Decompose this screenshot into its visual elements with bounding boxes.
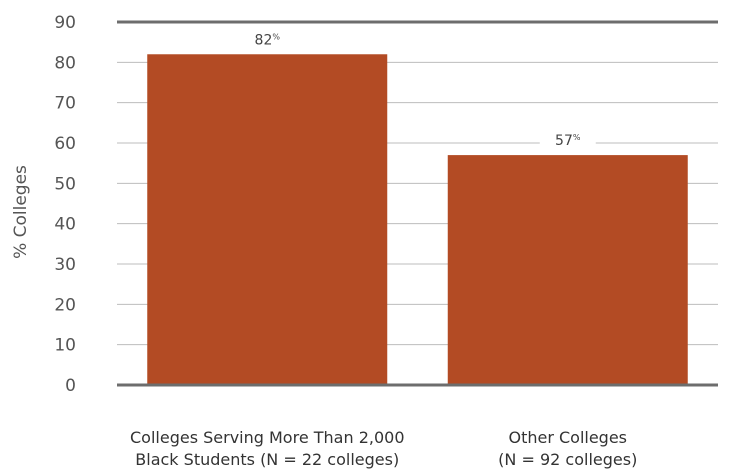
y-tick-label: 10 — [54, 336, 76, 356]
data-label-unit: % — [573, 133, 581, 142]
y-tick-label: 50 — [54, 174, 76, 194]
data-label-background — [239, 29, 296, 50]
y-tick-label: 0 — [65, 376, 76, 396]
y-tick-label: 90 — [54, 13, 76, 33]
data-label-value: 82 — [255, 32, 273, 48]
x-axis: Colleges Serving More Than 2,000 Black St… — [117, 383, 718, 469]
bars — [147, 54, 688, 386]
bar — [147, 54, 388, 386]
x-category-label: Other Colleges — [508, 428, 627, 447]
y-tick-label: 60 — [54, 134, 76, 154]
y-tick-label: 80 — [54, 53, 76, 73]
y-axis-title: % Colleges — [11, 165, 31, 259]
data-labels: 82%57% — [239, 29, 596, 151]
y-tick-label: 20 — [54, 295, 76, 315]
y-tick-label: 70 — [54, 94, 76, 114]
data-label: 82% — [255, 32, 281, 48]
bar — [447, 155, 688, 385]
x-category-label: (N = 92 colleges) — [498, 450, 637, 469]
x-category-label: Colleges Serving More Than 2,000 — [130, 428, 405, 447]
data-label-background — [539, 130, 596, 151]
data-label: 57% — [555, 133, 581, 149]
y-tick-label: 40 — [54, 215, 76, 235]
data-label-value: 57 — [555, 133, 573, 149]
y-axis: 0 10 20 30 40 50 60 70 80 90 — [54, 13, 76, 396]
data-label-unit: % — [272, 32, 280, 41]
x-category-label: Black Students (N = 22 colleges) — [135, 450, 399, 469]
y-tick-label: 30 — [54, 255, 76, 275]
